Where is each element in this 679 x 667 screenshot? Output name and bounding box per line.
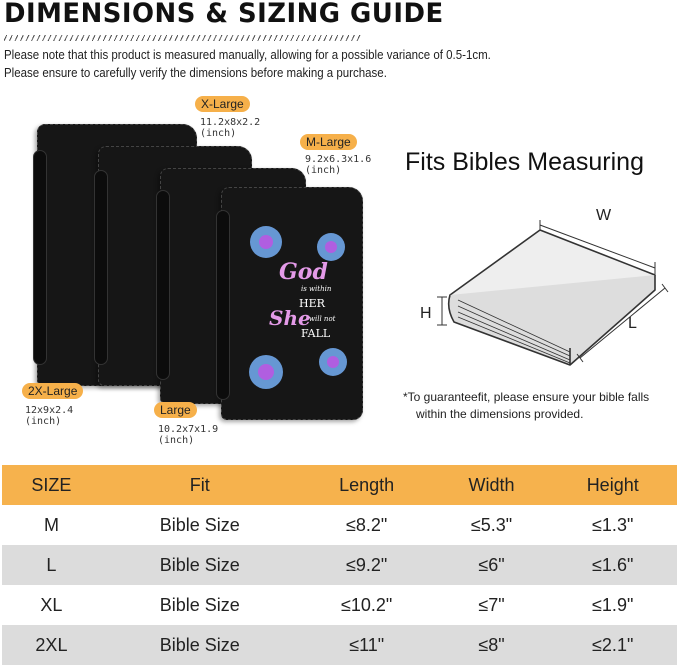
table-header: SIZE Fit Length Width Height <box>2 465 677 505</box>
size-dims: 9.2x6.3x1.6 (inch) <box>305 154 372 176</box>
table-row: M Bible Size ≤8.2" ≤5.3" ≤1.3" <box>2 505 677 545</box>
table-cell: 2XL <box>2 625 101 665</box>
cover-text: will not <box>309 315 336 323</box>
floral-cover-art: God is within HER She will not FALL <box>249 226 347 389</box>
cover-text: HER <box>299 297 326 310</box>
table-cell: Bible Size <box>159 514 240 535</box>
table-cell: Bible Size <box>100 545 299 585</box>
size-badge: 2X-Large <box>22 383 84 399</box>
table-cell: ≤5.3" <box>470 514 513 535</box>
size-badge: Large <box>154 402 197 418</box>
size-badge: X-Large <box>195 96 250 112</box>
note-line: Please ensure to carefully verify the di… <box>4 66 387 80</box>
page-title: DIMENSIONS & SIZING GUIDE <box>4 0 444 29</box>
table-cell: ≤8" <box>434 625 549 665</box>
guarantee-note: *To guaranteefit, please ensure your bib… <box>403 390 650 404</box>
table-cell: ≤6" <box>434 545 549 585</box>
table-cell: ≤1.6" <box>548 545 677 585</box>
fits-title: Fits Bibles Measuring <box>405 148 644 176</box>
height-label: H <box>420 305 432 322</box>
size-table: SIZE Fit Length Width Height M Bible Size… <box>2 465 677 665</box>
table-cell: ≤9.2" <box>298 545 435 585</box>
table-cell: ≤2.1" <box>548 625 677 665</box>
size-dims: 12x9x2.4 (inch) <box>25 405 74 427</box>
guarantee-note: within the dimensions provided. <box>416 407 584 421</box>
size-badge: M-Large <box>300 134 357 150</box>
col-length: Length <box>298 465 435 505</box>
table-cell: ≤1.3" <box>592 514 634 535</box>
note-line: Please note that this product is measure… <box>4 48 491 62</box>
table-cell: M <box>43 514 59 535</box>
bible-diagram: W H L <box>420 207 669 366</box>
size-dims: 10.2x7x1.9 (inch) <box>158 424 219 446</box>
cover-text: is within <box>301 285 332 293</box>
table-cell: ≤11" <box>298 625 435 665</box>
table-cell: L <box>2 545 101 585</box>
table-cell: ≤10.2" <box>341 594 393 615</box>
table-cell: Bible Size <box>159 594 240 615</box>
cover-text: She <box>269 306 311 330</box>
table-row: 2XL Bible Size ≤11" ≤8" ≤2.1" <box>2 625 677 665</box>
cover-text: God <box>279 259 328 285</box>
table-row: XL Bible Size ≤10.2" ≤7" ≤1.9" <box>2 585 677 625</box>
table-cell: ≤1.9" <box>592 594 634 615</box>
table-cell: ≤8.2" <box>346 514 388 535</box>
table-cell: ≤7" <box>478 594 505 615</box>
table-row: L Bible Size ≤9.2" ≤6" ≤1.6" <box>2 545 677 585</box>
length-label: L <box>628 315 637 332</box>
col-fit: Fit <box>100 465 299 505</box>
table-cell: XL <box>40 594 63 615</box>
width-label: W <box>596 207 612 224</box>
size-dims: 11.2x8x2.2 (inch) <box>200 117 261 139</box>
col-size: SIZE <box>2 465 101 505</box>
divider <box>4 35 362 41</box>
col-width: Width <box>434 465 549 505</box>
cover-text: FALL <box>301 327 331 340</box>
col-height: Height <box>548 465 677 505</box>
table-cell: Bible Size <box>100 625 299 665</box>
